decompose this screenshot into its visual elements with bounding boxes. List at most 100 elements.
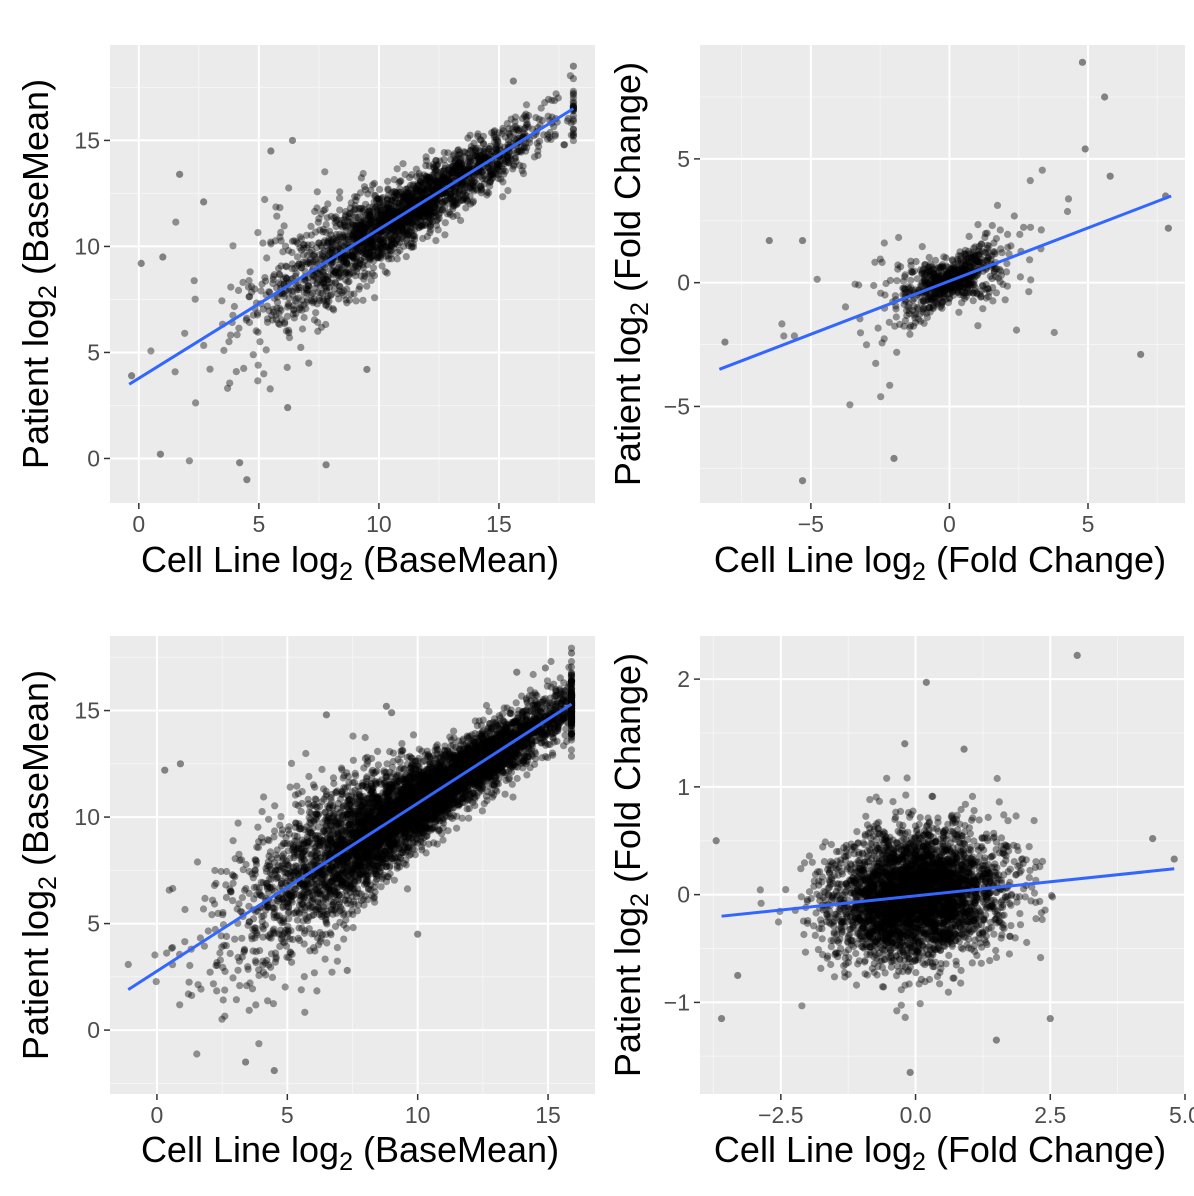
panel-1-point: [390, 244, 398, 252]
panel-1-point: [369, 257, 378, 265]
panel-1-point: [361, 269, 369, 277]
panel-1-point: [410, 226, 419, 234]
panel-1-point: [470, 187, 478, 195]
panel-1-point: [382, 229, 390, 237]
panel-1-point: [218, 297, 226, 305]
panel-1-point: [405, 212, 413, 220]
panel-1-point: [442, 197, 450, 205]
panel-1-point: [478, 175, 486, 183]
panel-1-point: [405, 189, 413, 197]
panel-1-point: [191, 295, 199, 303]
panel-1-point: [494, 171, 502, 179]
panel-1-point: [490, 131, 498, 139]
panel-1-point: [320, 247, 329, 255]
panel-1-point: [294, 239, 302, 247]
panel-1-point: [528, 125, 537, 133]
panel-1-point: [331, 278, 339, 286]
panel-1-point: [453, 211, 461, 219]
panel-2-x-tick-label: 5: [1082, 511, 1095, 537]
panel-1-point: [339, 258, 347, 266]
panel-1-point: [477, 168, 486, 176]
panel-1-point: [276, 233, 284, 241]
panel-1-point: [432, 221, 440, 230]
panel-1-point: [406, 200, 414, 208]
panel-3-point: [268, 973, 277, 982]
panel-1-point: [420, 203, 428, 211]
panel-1-point: [380, 211, 389, 219]
panel-3-point: [206, 968, 214, 976]
panel-1-point: [355, 262, 363, 270]
panel-2-point: [1012, 326, 1021, 334]
panel-1-point: [507, 152, 515, 160]
panel-1-point: [427, 220, 435, 228]
panel-1-point: [481, 153, 489, 161]
panel-1-point: [323, 273, 331, 281]
panel-1-point: [243, 476, 251, 484]
panel-1-point: [411, 197, 419, 206]
panel-1-point: [406, 192, 414, 200]
panel-1-point: [488, 160, 496, 168]
panel-1-point: [396, 246, 404, 255]
panel-1-point: [317, 323, 326, 331]
panel-1-point: [511, 113, 520, 121]
panel-1-point: [422, 157, 430, 165]
panel-1-point: [337, 254, 346, 262]
panel-3-point: [222, 932, 231, 941]
panel-2-point: [962, 292, 971, 301]
panel-2-point: [961, 252, 970, 260]
panel-1-point: [479, 150, 488, 158]
panel-1-point: [451, 158, 459, 166]
panel-2-x-tick-label: −5: [798, 511, 824, 537]
panel-1-point: [342, 268, 350, 276]
panel-1-point: [470, 151, 478, 160]
panel-2-point: [974, 322, 982, 330]
panel-1-point: [418, 222, 426, 230]
panel-1-point: [446, 210, 454, 219]
panel-2-point: [1037, 226, 1045, 234]
panel-1-point: [320, 239, 328, 247]
panel-1-point: [451, 193, 459, 201]
panel-1-point: [363, 365, 371, 374]
panel-1-point: [426, 199, 434, 207]
panel-1-point: [450, 197, 458, 205]
panel-1-point: [259, 239, 267, 247]
panel-1-point: [429, 207, 437, 215]
panel-1-point: [316, 297, 324, 305]
panel-2-point: [1027, 276, 1035, 284]
panel-1-point: [343, 259, 351, 267]
panel-1-point: [313, 188, 321, 196]
panel-1-point: [465, 154, 473, 163]
panel-1-point: [454, 168, 462, 176]
panel-1-point: [400, 192, 408, 200]
panel-1-point: [335, 295, 343, 303]
panel-1-point: [387, 234, 396, 242]
panel-2-point: [910, 303, 918, 311]
panel-1-point: [394, 248, 402, 256]
panel-1-point: [449, 212, 457, 220]
panel-1-point: [404, 216, 412, 224]
panel-1-point: [456, 158, 464, 166]
panel-2-point: [988, 275, 996, 283]
panel-1-point: [389, 235, 397, 243]
panel-1-point: [523, 120, 532, 128]
panel-1-point: [517, 148, 525, 156]
panel-1-point: [368, 249, 376, 257]
panel-1-point: [537, 104, 545, 112]
panel-1-point: [403, 239, 411, 247]
panel-1-point: [504, 158, 512, 166]
panel-2-point: [778, 320, 786, 328]
panel-2-point: [906, 330, 914, 338]
panel-1-point: [321, 253, 329, 261]
panel-2-point: [813, 275, 821, 283]
panel-1-point: [490, 128, 498, 136]
panel-1-point: [254, 328, 262, 336]
panel-2-point: [991, 248, 999, 256]
panel-1-point: [410, 182, 418, 190]
panel-2-point: [894, 261, 902, 269]
panel-1-point: [362, 240, 370, 249]
panel-1-point: [418, 189, 426, 197]
panel-1-point: [350, 228, 358, 236]
panel-1-point: [442, 176, 450, 184]
panel-2-x-tick-label: 0: [943, 511, 956, 537]
panel-2-point: [969, 297, 977, 305]
